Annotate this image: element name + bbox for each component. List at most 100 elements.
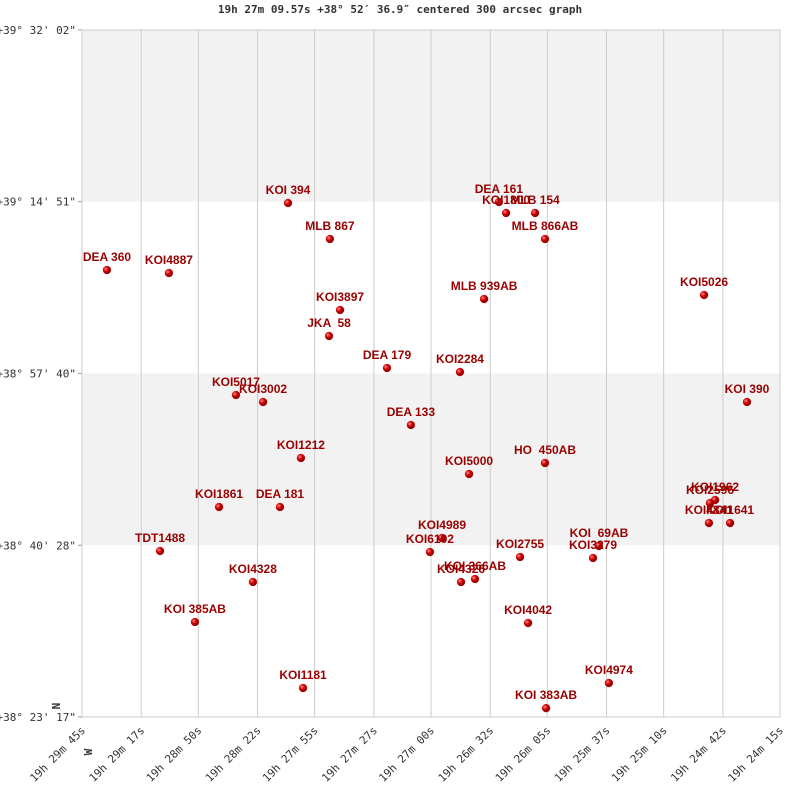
star-label: MLB 867 <box>305 219 355 233</box>
star <box>530 208 540 218</box>
star-label: KOI1800 <box>482 193 530 207</box>
star-label: KOI 69AB <box>570 526 629 540</box>
star-label: DEA 133 <box>387 405 436 419</box>
star-label: KOI1181 <box>279 668 327 682</box>
star-label: KOI2755 <box>496 537 544 551</box>
y-tick-label: +38° 23' 17" <box>0 711 76 724</box>
star <box>725 518 735 528</box>
star <box>455 367 465 377</box>
star <box>283 198 293 208</box>
star <box>604 678 614 688</box>
star-label: KOI4989 <box>418 518 466 532</box>
star <box>501 208 511 218</box>
star-label: DEA 181 <box>256 487 305 501</box>
star <box>335 305 345 315</box>
star-label: KOI1962 <box>691 480 739 494</box>
x-tick-label: 19h 29m 45s <box>27 724 88 785</box>
star-label: KOI5026 <box>680 275 728 289</box>
star <box>540 234 550 244</box>
star-label: KOI1212 <box>277 438 325 452</box>
x-tick-label: 19h 26m 32s <box>436 724 497 785</box>
star-label: DEA 161 <box>475 182 524 196</box>
x-tick-label: 19h 24m 15s <box>725 724 786 785</box>
star-label: KOI2596 <box>686 483 734 497</box>
star <box>523 618 533 628</box>
star-label: KOI 385AB <box>164 602 226 616</box>
x-tick-label: 19h 28m 22s <box>203 724 264 785</box>
star <box>298 683 308 693</box>
star <box>540 458 550 468</box>
x-tick-label: 19h 27m 00s <box>376 724 437 785</box>
star <box>437 533 447 543</box>
star <box>214 502 224 512</box>
chart-title: 19h 27m 09.57s +38° 52′ 36.9″ centered 3… <box>218 3 582 16</box>
x-tick-label: 19h 27m 27s <box>319 724 380 785</box>
star-label: KOI3002 <box>239 382 287 396</box>
star <box>324 331 334 341</box>
star <box>464 469 474 479</box>
y-tick-label: +38° 57' 40" <box>0 367 76 380</box>
star <box>258 397 268 407</box>
star <box>742 397 752 407</box>
star <box>155 546 165 556</box>
star <box>164 268 174 278</box>
star-label: KOI1861 <box>195 487 243 501</box>
star <box>425 547 435 557</box>
star <box>588 553 598 563</box>
star-label: MLB 154 <box>510 193 560 207</box>
star-label: KOI4887 <box>145 253 193 267</box>
star-label: HO 450AB <box>514 443 576 457</box>
star-label: KOI1641 <box>706 503 754 517</box>
star <box>231 390 241 400</box>
y-tick-label: +39° 32' 02" <box>0 24 76 37</box>
x-tick-label: 19h 25m 10s <box>609 724 670 785</box>
star-label: KOI4328 <box>229 562 277 576</box>
star <box>541 704 551 713</box>
star-label: KOI 366AB <box>444 559 506 573</box>
star-label: KOI6102 <box>406 532 454 546</box>
star <box>479 294 489 304</box>
star <box>325 234 335 244</box>
star-label: TDT1488 <box>135 531 185 545</box>
star <box>248 577 258 587</box>
star-label: KOI2284 <box>436 352 484 366</box>
x-tick-label: 19h 29m 17s <box>87 724 148 785</box>
star <box>699 290 709 300</box>
plot-frame <box>81 29 781 718</box>
star-label: DEA 179 <box>363 348 412 362</box>
star-label: MLB 939AB <box>451 279 518 293</box>
star <box>470 574 480 584</box>
star <box>102 265 112 275</box>
star <box>406 420 416 430</box>
star-label: KOI 390 <box>725 382 770 396</box>
star-label: DEA 360 <box>83 250 132 264</box>
star <box>704 518 714 528</box>
star <box>296 453 306 463</box>
star <box>275 502 285 512</box>
star-label: KOI4974 <box>585 663 633 677</box>
north-label: N <box>50 703 63 710</box>
star <box>456 577 466 587</box>
west-label: W <box>82 748 95 755</box>
x-tick-label: 19h 26m 05s <box>493 724 554 785</box>
star <box>594 541 604 551</box>
star-label: KOI3897 <box>316 290 364 304</box>
y-tick-label: +39° 14' 51" <box>0 196 76 209</box>
x-tick-label: 19h 24m 42s <box>668 724 729 785</box>
star <box>190 617 200 627</box>
star-label: MLB 866AB <box>512 219 579 233</box>
y-tick-label: +38° 40' 28" <box>0 539 76 552</box>
star <box>515 552 525 562</box>
star-label: KOI5017 <box>212 375 260 389</box>
star-label: KOI4841 <box>685 503 733 517</box>
star-label: KOI5000 <box>445 454 493 468</box>
x-tick-label: 19h 25m 37s <box>552 724 613 785</box>
star-label: KOI4042 <box>504 603 552 617</box>
star <box>494 197 504 207</box>
star-label: KOI4326 <box>437 562 485 576</box>
star-label: KOI 383AB <box>515 688 577 702</box>
x-tick-label: 19h 28m 50s <box>144 724 205 785</box>
x-tick-label: 19h 27m 55s <box>260 724 321 785</box>
star-label: JKA 58 <box>307 316 351 330</box>
